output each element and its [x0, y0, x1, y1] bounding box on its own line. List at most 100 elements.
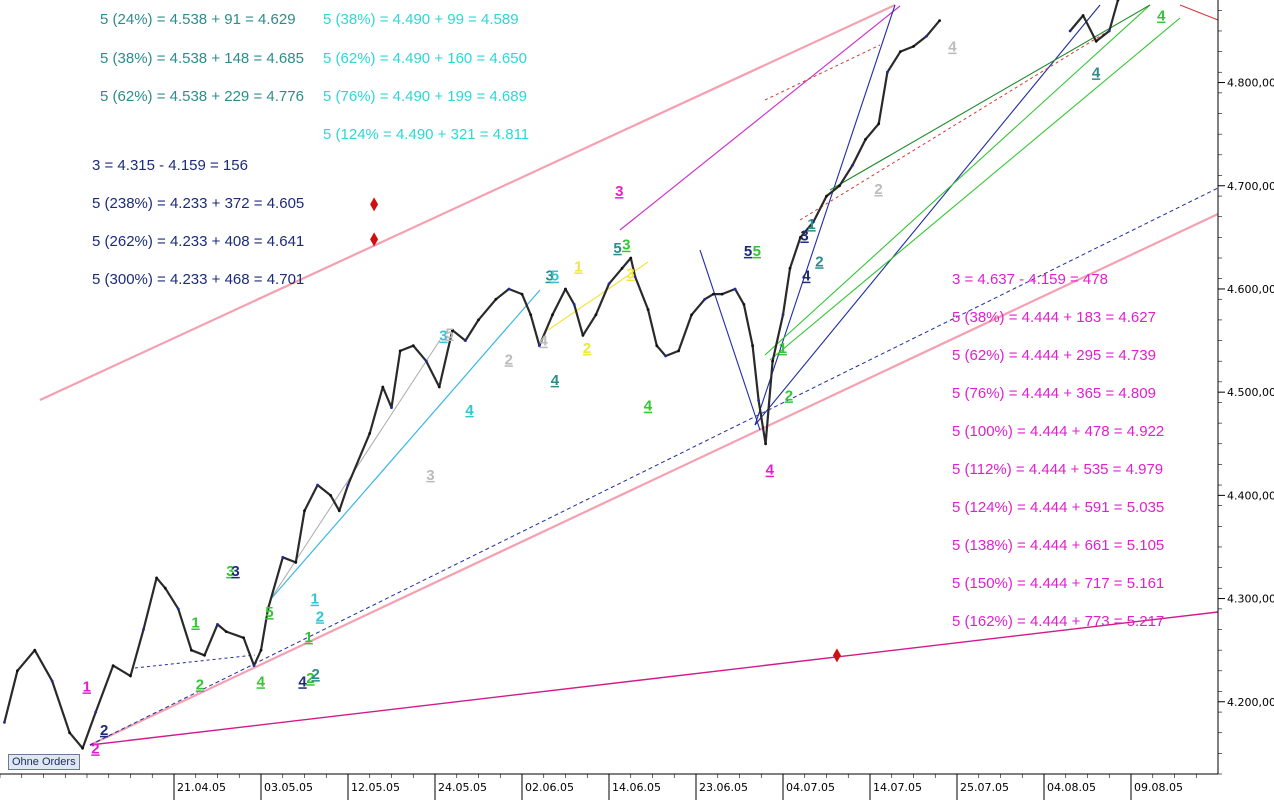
- trend-line-base: [89, 611, 1219, 746]
- wave-label: 2: [100, 722, 108, 739]
- price-point: [620, 266, 624, 270]
- wave-label: 1: [574, 258, 582, 275]
- price-point: [733, 287, 737, 291]
- price-point: [1094, 39, 1098, 43]
- price-point: [252, 664, 256, 667]
- wave-label: 4: [257, 673, 266, 690]
- date-tick-label: 02.06.05: [525, 781, 574, 794]
- price-point: [294, 561, 298, 564]
- notes-left-line: 5 (62%) = 4.538 + 229 = 4.776: [100, 88, 304, 105]
- notes-cyan-line: 5 (62%) = 4.490 + 160 = 4.650: [323, 50, 527, 67]
- wave-label: 3: [626, 266, 634, 283]
- notes-magenta-line: 5 (138%) = 4.444 + 661 = 5.105: [952, 537, 1165, 554]
- price-point: [33, 648, 37, 652]
- price-point: [176, 607, 180, 611]
- notes-magenta-line: 5 (112%) = 4.444 + 535 = 4.979: [952, 461, 1164, 478]
- wave-label: 3: [800, 228, 808, 245]
- price-tick-label: 4.500,00: [1227, 386, 1274, 399]
- notes-magenta-line: 5 (100%) = 4.444 + 478 = 4.922: [952, 423, 1165, 440]
- date-tick-label: 04.08.05: [1047, 781, 1096, 794]
- price-point: [224, 630, 228, 633]
- trend-line-red: [1179, 4, 1219, 21]
- price-point: [494, 297, 498, 301]
- wave-label: 3: [226, 563, 234, 580]
- price-tick-label: 4.400,00: [1227, 489, 1274, 502]
- price-point: [529, 313, 533, 317]
- price-point: [764, 442, 767, 446]
- wave-label: 1: [83, 678, 91, 695]
- price-point: [538, 344, 541, 348]
- price-point: [203, 653, 206, 657]
- price-point: [1116, 0, 1120, 2]
- wave-label: 3: [231, 563, 239, 580]
- price-point: [781, 313, 785, 317]
- notes-left-line: 5 (238%) = 4.233 + 372 = 4.605: [92, 195, 305, 212]
- notes-magenta-line: 5 (76%) = 4.444 + 365 = 4.809: [952, 385, 1156, 402]
- wave-label: 1: [305, 629, 313, 646]
- price-point: [390, 406, 393, 409]
- wave-label: 3: [615, 183, 623, 200]
- price-point: [259, 648, 263, 652]
- price-tick-label: 4.200,00: [1227, 696, 1274, 709]
- price-point: [851, 163, 854, 167]
- price-point: [411, 344, 415, 348]
- price-point: [1081, 14, 1085, 17]
- price-point: [712, 292, 715, 296]
- trend-line-yellow: [547, 261, 649, 331]
- ohne-orders-button[interactable]: Ohne Orders: [8, 754, 80, 770]
- price-point: [581, 334, 585, 337]
- wave-label: 1: [807, 216, 815, 233]
- price-point: [398, 349, 402, 353]
- wave-label: 2: [815, 253, 823, 270]
- trend-line-red-dashed-2: [764, 44, 881, 101]
- price-point: [864, 137, 867, 141]
- price-point: [742, 303, 746, 306]
- notes-cyan-line: 5 (76%) = 4.490 + 199 = 4.689: [323, 88, 527, 105]
- price-tick-label: 4.700,00: [1227, 180, 1274, 193]
- price-tick-label: 4.600,00: [1227, 283, 1274, 296]
- date-tick-label: 14.06.05: [612, 781, 661, 794]
- wave-label: 4: [539, 333, 548, 350]
- price-series-1: [1069, 0, 1120, 43]
- price-point: [346, 483, 350, 487]
- price-point: [899, 50, 902, 53]
- price-point: [677, 349, 680, 353]
- wave-label: 4: [1092, 64, 1101, 81]
- trend-line-red-dashed-1: [799, 29, 1111, 221]
- diamond-marker: [370, 232, 379, 247]
- notes-left-line: 5 (262%) = 4.233 + 408 = 4.641: [92, 233, 305, 250]
- wave-label: 3: [439, 328, 447, 345]
- trend-line-cyan: [269, 289, 541, 601]
- wave-label: 2: [312, 666, 320, 683]
- price-point: [551, 313, 554, 317]
- notes-cyan-line: 5 (124% = 4.490 + 321 = 4.811: [323, 126, 530, 143]
- trend-line-navy-2: [754, 4, 1101, 426]
- price-point: [838, 184, 841, 188]
- price-point: [316, 483, 319, 487]
- price-point: [477, 318, 480, 322]
- price-point: [594, 313, 598, 317]
- diamond-marker: [370, 197, 379, 212]
- wave-label: 2: [316, 608, 324, 625]
- wave-label: 4: [644, 398, 653, 415]
- wave-label: 3: [426, 467, 434, 484]
- wave-label: 2: [91, 740, 99, 757]
- price-point: [81, 746, 84, 750]
- notes-magenta-line: 5 (150%) = 4.444 + 717 = 5.161: [952, 575, 1165, 592]
- price-point: [16, 669, 19, 673]
- wave-label: 4: [766, 462, 775, 479]
- price-point: [50, 679, 54, 683]
- price-point: [751, 344, 754, 348]
- notes-magenta-line: 5 (124%) = 4.444 + 591 = 5.035: [952, 499, 1165, 516]
- date-tick-label: 25.07.05: [960, 781, 1009, 794]
- price-point: [703, 297, 707, 301]
- price-point: [825, 194, 828, 198]
- wave-label: 2: [505, 351, 513, 368]
- price-point: [163, 586, 167, 590]
- wave-label: 4: [802, 268, 811, 285]
- price-tick-label: 4.300,00: [1227, 593, 1274, 606]
- price-point: [520, 292, 524, 296]
- price-point: [912, 45, 915, 48]
- notes-left-line: 5 (300%) = 4.233 + 468 = 4.701: [92, 271, 305, 288]
- date-tick-label: 23.06.05: [699, 781, 748, 794]
